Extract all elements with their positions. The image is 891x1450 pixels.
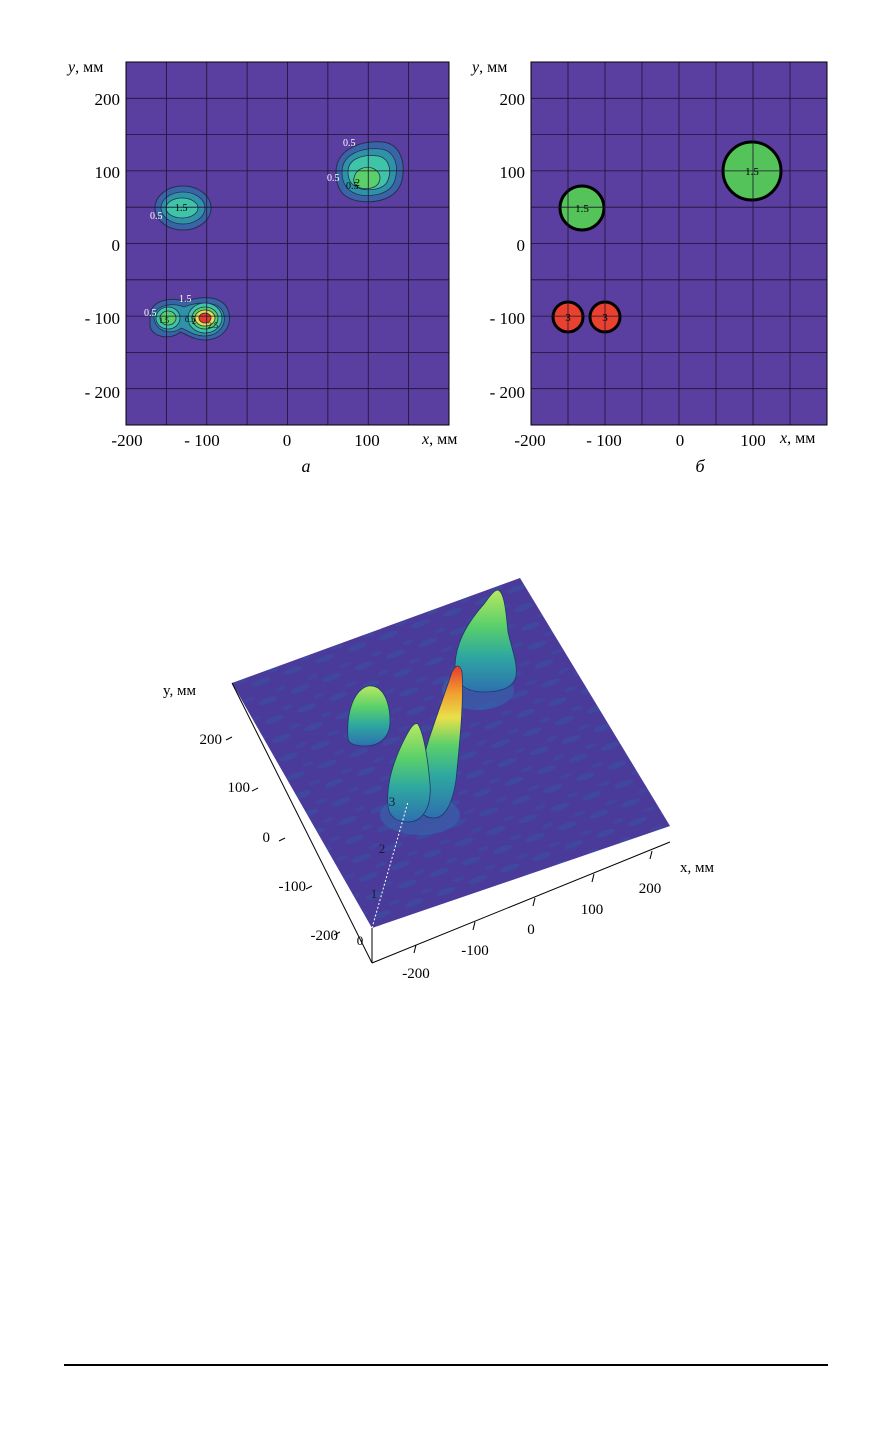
panel-b-x-axis-label: x, мм bbox=[779, 430, 815, 447]
region-label: 1.5 bbox=[745, 166, 759, 178]
surface-peak-ridge bbox=[387, 665, 463, 823]
surface-peak-right bbox=[454, 589, 517, 693]
y-tick-label: - 200 bbox=[85, 383, 120, 402]
contour-label: 0.5 bbox=[150, 211, 163, 222]
x-tick-label: 100 bbox=[740, 431, 766, 450]
z-tick-label: 0 bbox=[357, 933, 364, 948]
x-tick-label: 0 bbox=[527, 922, 535, 938]
surface-y-ticks: 200 100 0 -100 -200 bbox=[200, 732, 339, 944]
panel-a-y-ticks: 200 100 0 - 100 - 200 bbox=[85, 90, 120, 402]
z-tick-label: 1 bbox=[371, 886, 378, 901]
z-axis-line bbox=[371, 801, 409, 929]
surface-y-axis-label: y, мм bbox=[163, 683, 197, 699]
y-tick-label: -200 bbox=[311, 928, 339, 944]
y-tick-label: 100 bbox=[95, 163, 121, 182]
contour-label: 1.5 bbox=[179, 294, 192, 305]
surface-x-ticks: -200 -100 0 100 200 bbox=[402, 881, 661, 982]
panel-a-peak-right bbox=[335, 141, 404, 203]
contour-label: 2.5 bbox=[208, 321, 218, 330]
footer-rule bbox=[64, 1364, 828, 1366]
y-tick-label: 0 bbox=[263, 830, 271, 846]
x-tick-label: 100 bbox=[354, 431, 380, 450]
x-tick-label: -200 bbox=[402, 966, 430, 982]
y-tick-label: 200 bbox=[200, 732, 223, 748]
x-tick-label: - 100 bbox=[184, 431, 219, 450]
y-tick-label: - 100 bbox=[490, 309, 525, 328]
surface-x-axis-label: x, мм bbox=[680, 860, 714, 876]
y-tick-label: 100 bbox=[500, 163, 526, 182]
surface-3d-plot: 0 1 2 3 y, мм 200 100 0 -100 - bbox=[163, 578, 714, 982]
y-tick-label: 200 bbox=[500, 90, 526, 109]
y-tick-label: 0 bbox=[112, 236, 121, 255]
y-tick-label: - 200 bbox=[490, 383, 525, 402]
panel-a-contour-plot: 0.5 1.5 0.5 0.5 0.5 1.5 2 0.5 0.5 1.5 2 … bbox=[66, 59, 457, 476]
x-tick-label: -100 bbox=[461, 943, 489, 959]
y-tick-label: 0 bbox=[517, 236, 526, 255]
z-tick-label: 3 bbox=[389, 794, 396, 809]
panel-a-x-ticks: -200 - 100 0 100 bbox=[111, 431, 379, 450]
panel-a-peak-top-left bbox=[154, 185, 212, 231]
x-tick-label: -200 bbox=[111, 431, 142, 450]
surface-peak-small bbox=[347, 685, 391, 747]
contour-label: 2 bbox=[355, 178, 360, 189]
panel-a-caption: а bbox=[302, 456, 311, 476]
z-ticks: 0 1 2 3 bbox=[357, 794, 396, 948]
contour-label: 0.5 bbox=[343, 138, 356, 149]
contour-label: 2 bbox=[192, 317, 196, 326]
panel-a-contour-labels: 0.5 1.5 0.5 0.5 0.5 1.5 2 0.5 0.5 1.5 2 … bbox=[144, 138, 360, 330]
x-tick-label: -200 bbox=[514, 431, 545, 450]
x-tick-label: 200 bbox=[639, 881, 662, 897]
panel-b-region-labels: 1.5 1.5 3 3 bbox=[565, 166, 759, 324]
contour-label: 0.5 bbox=[185, 315, 195, 324]
y-tick-label: - 100 bbox=[85, 309, 120, 328]
y-tick-label: 100 bbox=[228, 780, 251, 796]
panel-b-x-ticks: -200 - 100 0 100 bbox=[514, 431, 765, 450]
y-tick-label: -100 bbox=[279, 879, 307, 895]
panel-a-peaks-bottom bbox=[149, 297, 230, 341]
panel-a-y-axis-label: y, мм bbox=[66, 59, 103, 76]
x-tick-label: 0 bbox=[283, 431, 292, 450]
contour-label: 1.5 bbox=[159, 316, 169, 325]
panel-b-threshold-plot: 1.5 1.5 3 3 y, мм 200 100 0 - 100 - 200 … bbox=[470, 59, 828, 476]
contour-label: 0.5 bbox=[346, 181, 359, 192]
panel-b-caption: б bbox=[695, 456, 705, 476]
panel-b-y-axis-label: y, мм bbox=[470, 59, 507, 76]
y-tick-label: 200 bbox=[95, 90, 121, 109]
x-tick-label: 0 bbox=[676, 431, 685, 450]
contour-label: 0.5 bbox=[327, 173, 340, 184]
z-tick-label: 2 bbox=[379, 841, 386, 856]
contour-label: 1.5 bbox=[175, 203, 188, 214]
panel-a-x-axis-label: x, мм bbox=[421, 431, 457, 448]
region-label: 1.5 bbox=[575, 203, 589, 215]
surface-axes bbox=[225, 682, 671, 964]
x-tick-label: - 100 bbox=[586, 431, 621, 450]
x-tick-label: 100 bbox=[581, 902, 604, 918]
region-label: 3 bbox=[565, 312, 571, 324]
contour-label: 0.5 bbox=[144, 308, 157, 319]
region-green bbox=[558, 184, 606, 232]
panel-b-y-ticks: 200 100 0 - 100 - 200 bbox=[490, 90, 525, 402]
region-label: 3 bbox=[602, 312, 608, 324]
